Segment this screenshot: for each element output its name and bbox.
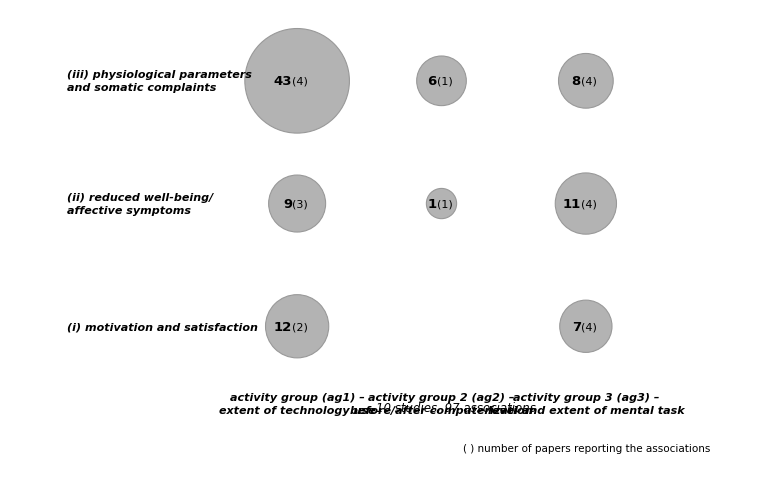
- Text: (4): (4): [581, 76, 597, 87]
- Text: (4): (4): [293, 76, 308, 87]
- Text: ( ) number of papers reporting the associations: ( ) number of papers reporting the assoc…: [463, 443, 710, 454]
- Text: 1: 1: [427, 197, 436, 211]
- Circle shape: [559, 301, 612, 353]
- Text: (iii) physiological parameters
and somatic complaints: (iii) physiological parameters and somat…: [68, 70, 252, 93]
- Circle shape: [555, 174, 616, 235]
- Text: 10 studies, 97 associations: 10 studies, 97 associations: [376, 401, 536, 414]
- Text: (i) motivation and satisfaction: (i) motivation and satisfaction: [68, 321, 258, 332]
- Text: (1): (1): [436, 199, 452, 209]
- Circle shape: [245, 30, 349, 134]
- Text: activity group (ag1) –
extent of technology use: activity group (ag1) – extent of technol…: [219, 392, 375, 415]
- Text: (1): (1): [436, 76, 452, 87]
- Text: (2): (2): [293, 321, 308, 332]
- Circle shape: [559, 54, 613, 109]
- Text: 7: 7: [572, 320, 581, 333]
- Circle shape: [265, 295, 329, 358]
- Circle shape: [426, 189, 457, 219]
- Text: 11: 11: [562, 197, 581, 211]
- Text: 9: 9: [283, 197, 293, 211]
- Text: (4): (4): [581, 199, 597, 209]
- Circle shape: [417, 57, 466, 106]
- Text: 43: 43: [274, 75, 293, 88]
- Circle shape: [268, 176, 326, 233]
- Text: 6: 6: [427, 75, 436, 88]
- Text: 8: 8: [572, 75, 581, 88]
- Text: (3): (3): [293, 199, 308, 209]
- Text: activity group 2 (ag2) –
before/after computerization: activity group 2 (ag2) – before/after co…: [350, 392, 533, 415]
- Text: (ii) reduced well-being/
affective symptoms: (ii) reduced well-being/ affective sympt…: [68, 193, 214, 216]
- Text: (4): (4): [581, 321, 597, 332]
- Text: 12: 12: [274, 320, 293, 333]
- Text: activity group 3 (ag3) –
level and extent of mental task: activity group 3 (ag3) – level and exten…: [488, 392, 684, 415]
